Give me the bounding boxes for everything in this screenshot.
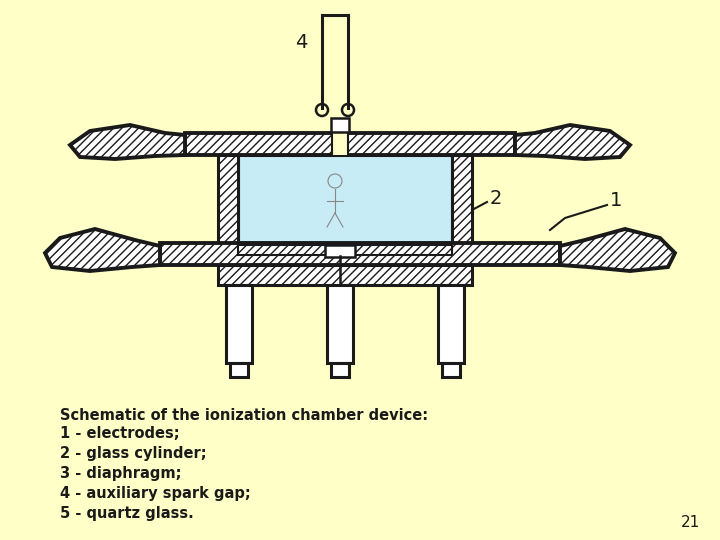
Text: 1 - electrodes;: 1 - electrodes; — [60, 426, 179, 441]
Bar — [185, 133, 515, 155]
Text: +: + — [608, 133, 634, 163]
Text: 5 - quartz glass.: 5 - quartz glass. — [60, 506, 194, 521]
Bar — [160, 243, 560, 265]
Text: -: - — [608, 253, 619, 282]
Bar — [230, 363, 248, 377]
Bar — [238, 245, 452, 255]
Bar — [438, 285, 464, 363]
Text: 2: 2 — [490, 188, 503, 207]
Bar — [327, 285, 353, 363]
Bar — [325, 245, 355, 257]
Text: 4 - auxiliary spark gap;: 4 - auxiliary spark gap; — [60, 486, 251, 501]
Bar — [331, 363, 349, 377]
Bar — [218, 155, 238, 243]
Polygon shape — [515, 125, 630, 159]
Text: 1: 1 — [610, 191, 622, 210]
Bar — [238, 155, 452, 243]
Text: 3 - diaphragm;: 3 - diaphragm; — [60, 466, 181, 481]
Bar — [442, 363, 460, 377]
Bar — [218, 265, 472, 285]
Polygon shape — [70, 125, 185, 159]
Text: 2 - glass cylinder;: 2 - glass cylinder; — [60, 446, 207, 461]
Polygon shape — [560, 229, 675, 271]
Text: 2: 2 — [242, 241, 253, 259]
Bar — [332, 133, 348, 155]
Bar — [452, 155, 472, 243]
Polygon shape — [45, 229, 160, 271]
Text: Schematic of the ionization chamber device:: Schematic of the ionization chamber devi… — [60, 408, 428, 423]
Text: 21: 21 — [680, 515, 700, 530]
Bar — [331, 118, 349, 132]
Bar — [226, 285, 252, 363]
Text: 4: 4 — [295, 32, 307, 51]
Text: 5: 5 — [360, 241, 371, 259]
